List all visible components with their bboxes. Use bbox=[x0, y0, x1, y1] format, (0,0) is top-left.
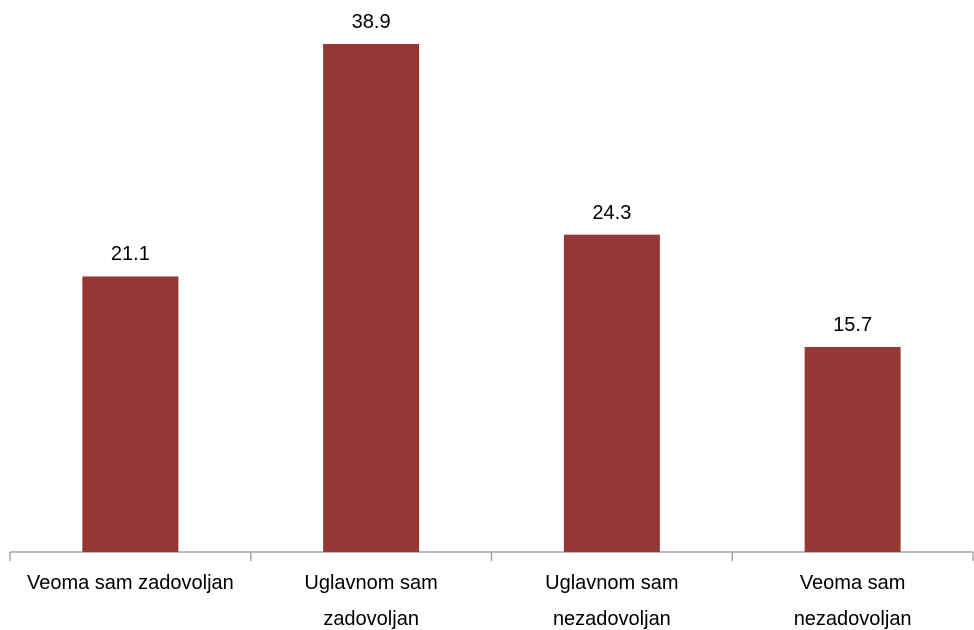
bar bbox=[804, 346, 901, 552]
bar bbox=[323, 44, 420, 552]
x-tick-label: Veoma sam nezadovoljan bbox=[793, 572, 912, 630]
bar bbox=[563, 234, 660, 552]
data-label: 15.7 bbox=[833, 313, 873, 336]
data-label: 38.9 bbox=[351, 11, 391, 33]
x-tick-label: Uglavnom sam nezadovoljan bbox=[545, 572, 679, 630]
bar bbox=[82, 276, 179, 552]
x-tick-label: Veoma sam zadovoljan bbox=[26, 572, 234, 594]
data-label: 24.3 bbox=[592, 201, 632, 224]
x-tick-label: Uglavnom sam zadovoljan bbox=[304, 572, 438, 630]
data-label: 21.1 bbox=[110, 243, 150, 266]
